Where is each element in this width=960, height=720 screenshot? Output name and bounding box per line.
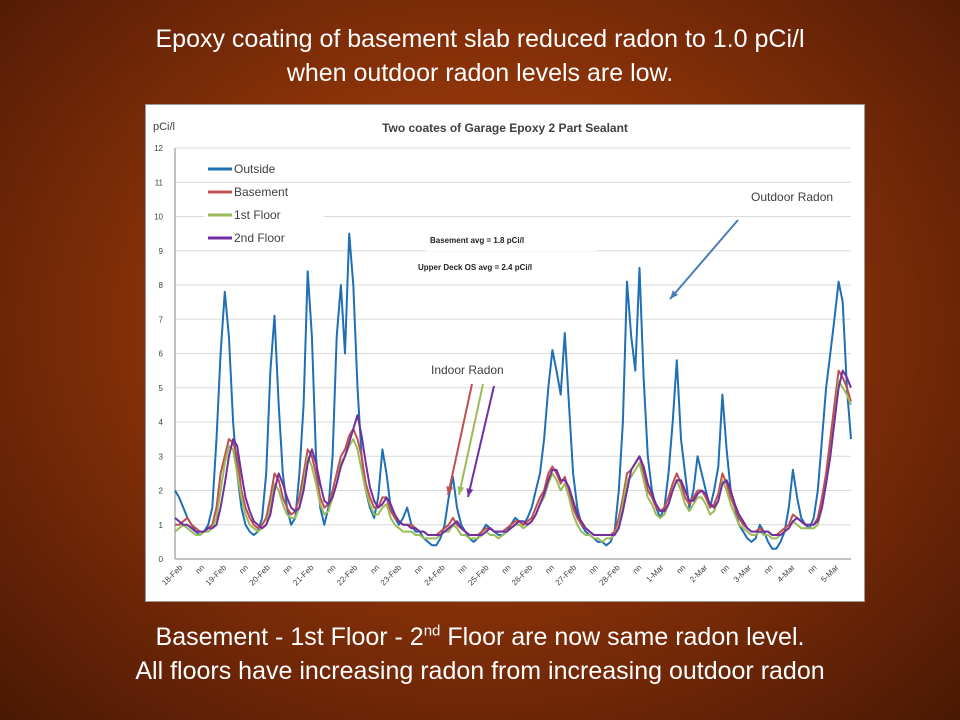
indoor-radon-arrow-basement xyxy=(447,383,473,496)
y-tick-label: 11 xyxy=(155,178,164,187)
legend-label: Basement xyxy=(234,185,289,199)
x-tick-label: nn xyxy=(631,563,644,576)
x-tick-label: nn xyxy=(194,563,207,576)
annotation-outdoor-radon: Outdoor Radon xyxy=(751,190,833,204)
annotation-bg xyxy=(415,258,600,278)
series-line-basement xyxy=(175,369,852,536)
footer-line-1-prefix: Basement - 1st Floor - 2 xyxy=(155,623,424,651)
legend-label: 2nd Floor xyxy=(234,231,285,245)
x-tick-label: nn xyxy=(456,563,469,576)
legend-bg xyxy=(204,161,324,176)
x-tick-label: 24-Feb xyxy=(423,563,448,588)
x-tick-label: nn xyxy=(762,563,775,576)
x-tick-label: 5-Mar xyxy=(819,563,840,584)
y-tick-label: 3 xyxy=(159,452,164,461)
x-tick-label: 3-Mar xyxy=(732,563,753,584)
x-tick-label: 23-Feb xyxy=(379,563,404,588)
x-tick-label: nn xyxy=(281,563,294,576)
x-tick-label: 28-Feb xyxy=(597,563,622,588)
x-tick-label: nn xyxy=(675,563,688,576)
x-tick-label: nn xyxy=(543,563,556,576)
indoor-radon-arrow-2nd-floor xyxy=(467,385,495,498)
x-tick-label: nn xyxy=(718,563,731,576)
x-tick-label: 19-Feb xyxy=(204,563,229,588)
legend-bg xyxy=(204,184,324,199)
y-tick-label: 7 xyxy=(159,315,164,324)
indoor-radon-arrow-basement-head xyxy=(446,486,454,495)
x-tick-label: nn xyxy=(237,563,250,576)
y-tick-label: 8 xyxy=(159,281,164,290)
x-tick-label: 2-Mar xyxy=(688,563,709,584)
legend-label: 1st Floor xyxy=(234,208,281,222)
slide-footer: Basement - 1st Floor - 2nd Floor are now… xyxy=(0,620,960,688)
series-line-1st-floor xyxy=(174,379,852,543)
x-tick-label: 27-Feb xyxy=(554,563,579,588)
headline-line-2: when outdoor radon levels are low. xyxy=(286,59,674,87)
footer-line-1-suffix: Floor are now same radon level. xyxy=(440,623,805,651)
x-tick-label: nn xyxy=(412,563,425,576)
footer-line-1: Basement - 1st Floor - 2nd Floor are now… xyxy=(0,620,960,654)
y-tick-label: 12 xyxy=(154,144,163,153)
series-line-outside xyxy=(174,232,852,550)
x-tick-label: nn xyxy=(500,563,513,576)
outdoor-radon-arrow-head xyxy=(670,290,679,299)
footer-line-2: All floors have increasing radon from in… xyxy=(135,657,825,685)
y-tick-label: 5 xyxy=(159,384,164,393)
chart-title: Two coates of Garage Epoxy 2 Part Sealan… xyxy=(382,121,628,135)
annotation-upper-deck-avg: Upper Deck OS avg = 2.4 pCi/l xyxy=(418,263,532,272)
y-tick-label: 10 xyxy=(154,213,163,222)
indoor-radon-arrow-1st-floor xyxy=(458,383,484,496)
x-tick-label: 21-Feb xyxy=(291,563,316,588)
chart-panel: Two coates of Garage Epoxy 2 Part Sealan… xyxy=(145,104,865,602)
x-tick-label: 25-Feb xyxy=(466,563,491,588)
annotation-indoor-radon: Indoor Radon xyxy=(431,363,504,377)
x-tick-label: 18-Feb xyxy=(160,563,185,588)
y-tick-label: 1 xyxy=(159,521,164,530)
x-tick-label: 4-Mar xyxy=(776,563,797,584)
slide-headline: Epoxy coating of basement slab reduced r… xyxy=(0,22,960,90)
legend-label: Outside xyxy=(234,162,276,176)
outdoor-radon-arrow xyxy=(669,219,739,300)
footer-line-1-superscript: nd xyxy=(423,622,441,640)
annotation-bg xyxy=(426,229,596,251)
x-tick-label: nn xyxy=(806,563,819,576)
x-tick-label: 1-Mar xyxy=(644,563,665,584)
x-tick-label: 26-Feb xyxy=(510,563,535,588)
legend-bg xyxy=(204,207,324,222)
annotation-bg xyxy=(748,187,848,207)
y-tick-label: 9 xyxy=(159,247,164,256)
x-tick-label: 22-Feb xyxy=(335,563,360,588)
y-tick-label: 0 xyxy=(159,555,164,564)
indoor-radon-arrow-1st-floor-head xyxy=(457,486,465,495)
indoor-radon-arrow-2nd-floor-head xyxy=(466,488,474,497)
y-tick-label: 6 xyxy=(159,350,164,359)
legend-bg xyxy=(204,230,324,245)
y-tick-label: 4 xyxy=(159,418,164,427)
x-tick-label: 20-Feb xyxy=(248,563,273,588)
annotation-basement-avg: Basement avg = 1.8 pCi/l xyxy=(430,236,524,245)
radon-line-chart: Two coates of Garage Epoxy 2 Part Sealan… xyxy=(153,121,852,588)
x-tick-label: nn xyxy=(325,563,338,576)
y-tick-label: 2 xyxy=(159,487,164,496)
y-axis-label: pCi/l xyxy=(153,121,175,133)
series-line-2nd-floor xyxy=(174,369,852,536)
headline-line-1: Epoxy coating of basement slab reduced r… xyxy=(155,25,805,53)
x-tick-label: nn xyxy=(587,563,600,576)
x-tick-label: nn xyxy=(369,563,382,576)
